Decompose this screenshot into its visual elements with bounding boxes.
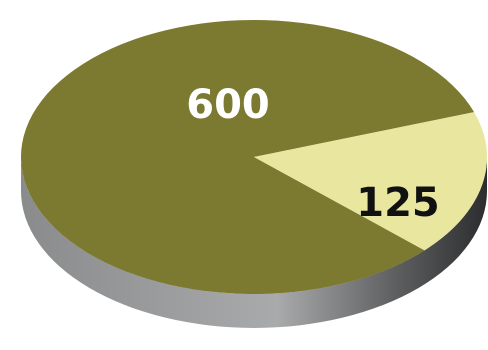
pie-slices [20,20,487,295]
pie-labels: 600 125 [186,82,440,226]
data-label-125: 125 [356,180,440,226]
pie-slice-125 [254,112,487,251]
data-label-600: 600 [186,82,270,128]
pie-slice-600 [20,20,475,295]
pie-side-band [21,157,487,328]
